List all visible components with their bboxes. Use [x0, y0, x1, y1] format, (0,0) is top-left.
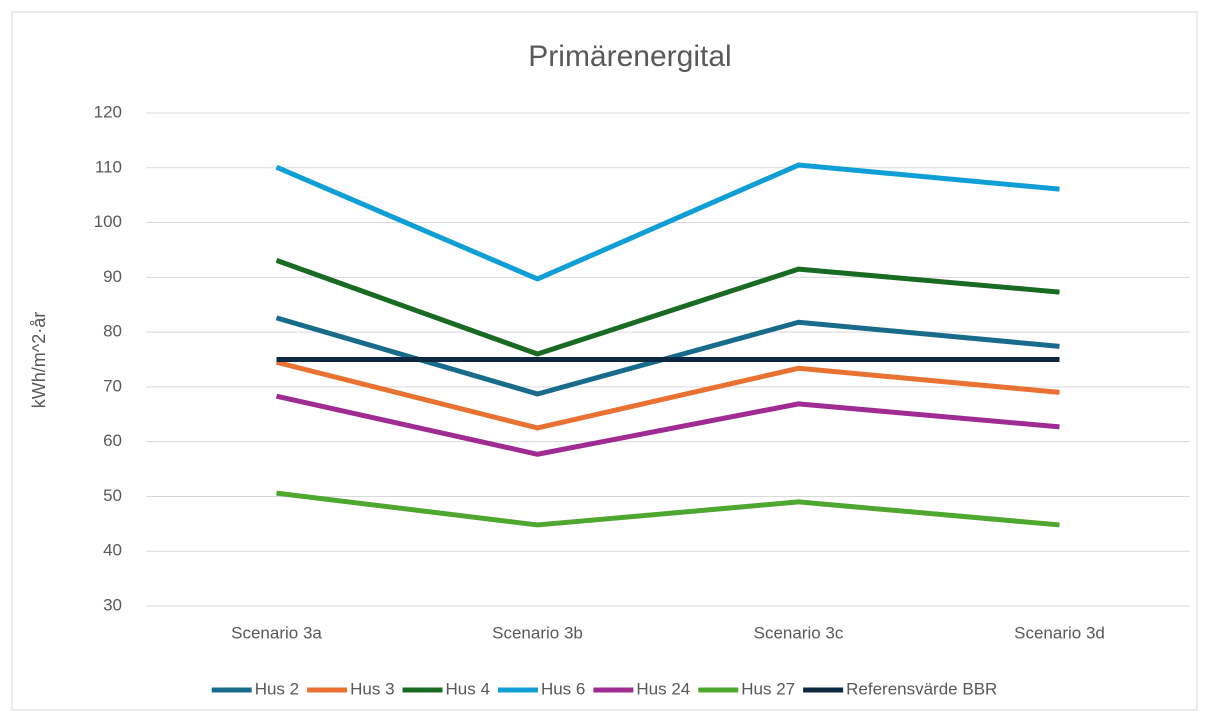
y-tick-label: 110: [95, 157, 122, 176]
series-line: [275, 162, 1060, 282]
x-tick-label: Scenario 3b: [492, 623, 583, 642]
legend-label: Hus 6: [541, 679, 585, 698]
legend-label: Hus 2: [255, 679, 299, 698]
legend-label: Hus 24: [636, 679, 690, 698]
y-tick-label: 30: [103, 595, 122, 614]
y-tick-label: 40: [103, 541, 122, 560]
y-axis-label: kWh/m^2·år: [29, 312, 49, 408]
series-line: [275, 393, 1060, 457]
series-line: [275, 359, 1060, 431]
y-tick-label: 50: [103, 486, 122, 505]
y-tick-label: 70: [103, 376, 122, 395]
y-tick-label: 90: [103, 267, 122, 286]
x-tick-label: Scenario 3d: [1014, 623, 1105, 642]
chart-title: Primärenergital: [528, 40, 731, 73]
legend-label: Hus 3: [350, 679, 394, 698]
x-tick-label: Scenario 3a: [231, 623, 322, 642]
series-line: [276, 490, 1060, 528]
legend-label: Hus 4: [446, 679, 490, 698]
legend-label: Hus 27: [741, 679, 795, 698]
y-tick-label: 100: [94, 212, 122, 231]
x-tick-label: Scenario 3c: [754, 623, 844, 642]
series-line: [275, 257, 1060, 357]
y-tick-label: 60: [103, 431, 122, 450]
legend-label: Referensvärde BBR: [846, 679, 997, 698]
y-tick-label: 80: [103, 322, 122, 341]
legend: Hus 2 Hus 3 Hus 4 Hus 6 Hus 24 Hus 27 Referens…: [211, 679, 997, 698]
y-tick-label: 120: [94, 102, 122, 121]
